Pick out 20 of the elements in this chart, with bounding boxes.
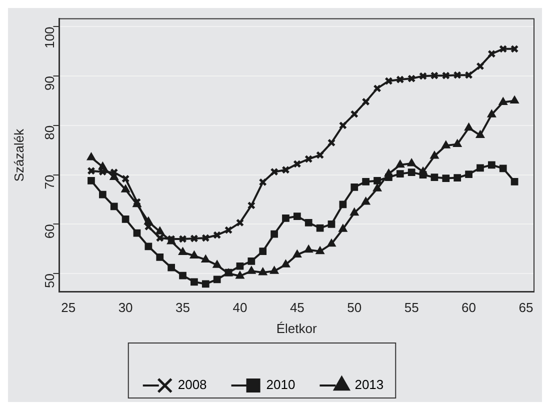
x-tick-label: 60 bbox=[462, 300, 476, 316]
legend-label: 2008 bbox=[178, 377, 207, 392]
x-tick-label: 65 bbox=[518, 300, 534, 316]
y-tick-label: 60 bbox=[42, 224, 57, 239]
x-axis-title: Életkor bbox=[276, 320, 318, 336]
y-tick-label: 80 bbox=[42, 125, 57, 140]
x-tick-label: 55 bbox=[404, 300, 419, 316]
y-axis-title: Százalék bbox=[11, 128, 26, 182]
x-tick-label: 40 bbox=[232, 300, 248, 316]
y-tick-label: 70 bbox=[42, 174, 57, 190]
x-tick-label: 35 bbox=[176, 300, 190, 316]
y-tick-label: 100 bbox=[42, 26, 57, 48]
y-tick-label: 50 bbox=[42, 274, 57, 288]
y-tick-label: 90 bbox=[42, 76, 57, 91]
x-tick-label: 50 bbox=[347, 300, 362, 316]
legend-label: 2010 bbox=[266, 377, 296, 392]
x-tick-label: 30 bbox=[118, 300, 133, 316]
legend-label: 2013 bbox=[354, 377, 384, 392]
x-tick-label: 45 bbox=[290, 300, 304, 316]
x-tick-label: 25 bbox=[61, 300, 76, 316]
